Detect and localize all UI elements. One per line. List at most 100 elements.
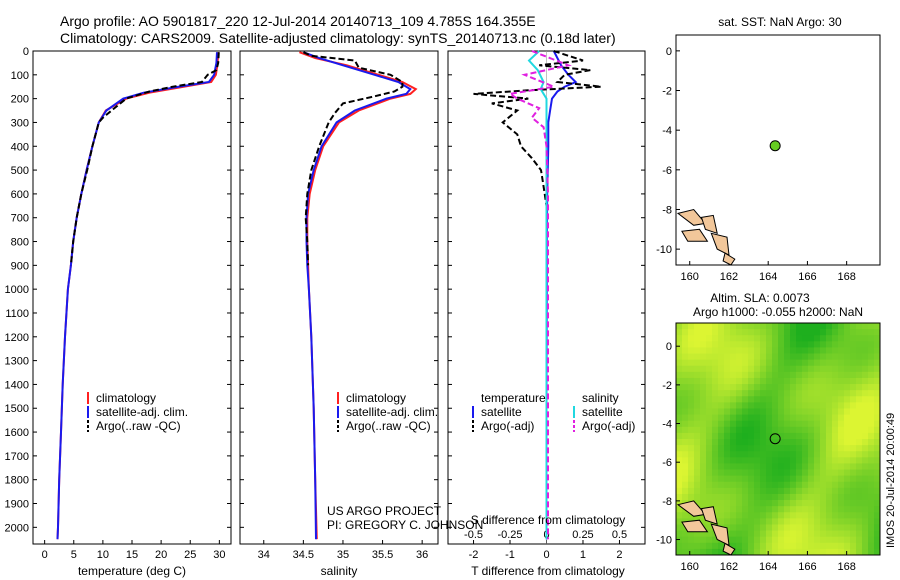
sla-cell bbox=[862, 341, 869, 348]
sla-cell bbox=[742, 396, 749, 403]
sla-cell bbox=[754, 542, 761, 550]
sla-cell bbox=[694, 481, 701, 489]
sla-cell bbox=[736, 524, 743, 531]
map-y-tick-label: -2 bbox=[662, 380, 672, 392]
sla-cell bbox=[814, 353, 821, 361]
sla-cell bbox=[742, 420, 749, 428]
sla-cell bbox=[850, 347, 857, 354]
sla-cell bbox=[760, 439, 767, 446]
sla-cell bbox=[778, 451, 785, 458]
sla-cell bbox=[820, 408, 827, 415]
sla-cell bbox=[778, 371, 785, 379]
sla-cell bbox=[682, 426, 689, 434]
sla-cell bbox=[784, 390, 791, 397]
sla-cell bbox=[850, 359, 857, 367]
sla-cell bbox=[706, 402, 713, 409]
sla-cell bbox=[718, 548, 725, 556]
sla-cell bbox=[748, 390, 755, 397]
sla-cell bbox=[814, 500, 821, 507]
sla-cell bbox=[838, 439, 845, 446]
sla-cell bbox=[784, 323, 791, 330]
sla-cell bbox=[748, 457, 755, 464]
sla-cell bbox=[862, 426, 869, 434]
sla-cell bbox=[808, 463, 815, 470]
sla-cell bbox=[778, 377, 785, 385]
sla-cell bbox=[790, 359, 797, 367]
sla-cell bbox=[784, 536, 791, 544]
sla-cell bbox=[850, 451, 857, 458]
sla-cell bbox=[724, 365, 731, 373]
sla-cell bbox=[688, 542, 695, 550]
sla-cell bbox=[808, 408, 815, 415]
sla-cell bbox=[814, 323, 821, 330]
sla-cell bbox=[730, 408, 737, 415]
sla-cell bbox=[778, 347, 785, 354]
sla-cell bbox=[736, 439, 743, 446]
sla-cell bbox=[676, 457, 683, 464]
sla-cell bbox=[724, 384, 731, 391]
island bbox=[700, 506, 718, 525]
sla-cell bbox=[694, 329, 701, 336]
sla-cell bbox=[718, 432, 725, 440]
legend-label-t-argo: Argo(-adj) bbox=[481, 419, 534, 433]
sla-cell bbox=[856, 457, 863, 464]
sla-cell bbox=[724, 439, 731, 446]
sla-cell bbox=[844, 402, 851, 409]
sla-cell bbox=[820, 493, 827, 501]
sla-cell bbox=[850, 323, 857, 330]
sla-cell bbox=[688, 445, 695, 452]
sla-cell bbox=[820, 457, 827, 464]
sla-cell bbox=[778, 432, 785, 440]
sla-cell bbox=[730, 524, 737, 531]
sla-cell bbox=[778, 524, 785, 531]
sla-cell bbox=[760, 463, 767, 470]
sla-cell bbox=[844, 506, 851, 513]
sla-cell bbox=[778, 445, 785, 452]
sla-cell bbox=[748, 451, 755, 458]
sla-cell bbox=[688, 359, 695, 367]
sla-cell bbox=[802, 377, 809, 385]
sla-cell bbox=[766, 469, 773, 477]
map-x-tick-label: 162 bbox=[720, 271, 738, 283]
sla-cell bbox=[844, 432, 851, 440]
sla-cell bbox=[832, 493, 839, 501]
sla-cell bbox=[802, 390, 809, 397]
sla-cell bbox=[790, 353, 797, 361]
sla-cell bbox=[754, 500, 761, 507]
sla-map-title-line1: Altim. SLA: 0.0073 bbox=[710, 291, 810, 305]
sla-cell bbox=[748, 493, 755, 501]
sla-cell bbox=[790, 365, 797, 373]
sla-cell bbox=[856, 487, 863, 495]
sla-cell bbox=[838, 445, 845, 452]
sla-cell bbox=[814, 402, 821, 409]
sla-cell bbox=[688, 402, 695, 409]
map-y-tick-label: 0 bbox=[666, 341, 672, 353]
sla-cell bbox=[724, 377, 731, 385]
sla-cell bbox=[832, 329, 839, 336]
sla-cell bbox=[826, 359, 833, 367]
sla-cell bbox=[808, 420, 815, 428]
map-y-tick-label: -2 bbox=[662, 86, 672, 98]
sla-cell bbox=[796, 396, 803, 403]
sla-cell bbox=[694, 445, 701, 452]
sla-cell bbox=[772, 371, 779, 379]
sla-cell bbox=[850, 530, 857, 538]
sla-cell bbox=[844, 377, 851, 385]
sla-cell bbox=[838, 384, 845, 391]
sla-cell bbox=[802, 500, 809, 507]
sla-cell bbox=[844, 512, 851, 519]
sla-cell bbox=[802, 445, 809, 452]
sla-cell bbox=[856, 530, 863, 538]
sla-cell bbox=[766, 365, 773, 373]
sla-cell bbox=[694, 323, 701, 330]
sla-cell bbox=[814, 542, 821, 550]
sla-cell bbox=[796, 457, 803, 464]
sla-cell bbox=[766, 408, 773, 415]
sla-cell bbox=[694, 548, 701, 556]
difference-xlabel: T difference from climatology bbox=[471, 564, 625, 578]
sla-cell bbox=[844, 500, 851, 507]
sla-cell bbox=[730, 451, 737, 458]
sla-cell bbox=[772, 341, 779, 348]
sla-cell bbox=[766, 493, 773, 501]
sla-cell bbox=[676, 493, 683, 501]
